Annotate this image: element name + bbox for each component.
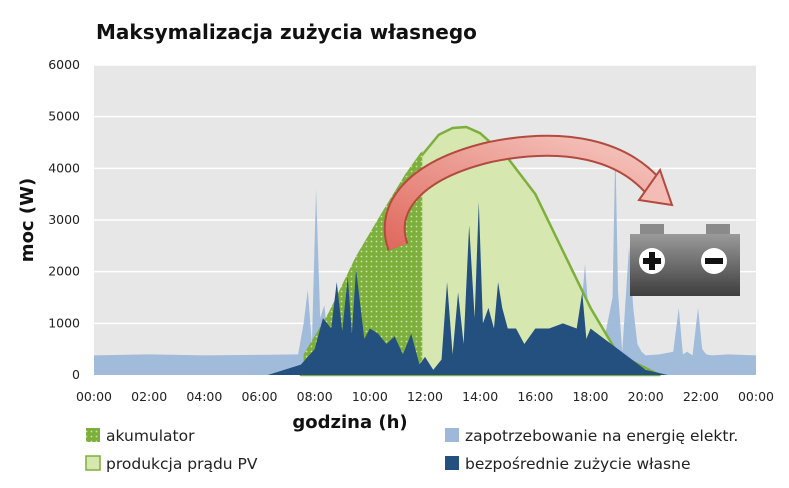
battery-icon [630, 224, 740, 296]
legend-swatch [85, 455, 101, 471]
legend-label: akumulator [106, 427, 195, 445]
y-axis-title: moc (W) [17, 178, 38, 262]
series-direct-self-consumption-area [267, 201, 668, 375]
x-tick-label: 20:00 [628, 389, 664, 404]
legend-label: zapotrzebowanie na energię elektr. [465, 427, 738, 445]
x-tick-label: 22:00 [683, 389, 719, 404]
y-axis-ticks: 0 1000 2000 3000 4000 5000 6000 [48, 57, 80, 382]
arrow-to-battery-icon [383, 134, 674, 251]
y-tick-label: 6000 [48, 57, 80, 72]
legend-swatch [445, 428, 459, 442]
x-tick-label: 06:00 [241, 389, 277, 404]
x-tick-label: 14:00 [462, 389, 498, 404]
y-tick-label: 2000 [48, 264, 80, 279]
y-tick-label: 3000 [48, 212, 80, 227]
x-tick-label: 16:00 [517, 389, 553, 404]
legend-label: bezpośrednie zużycie własne [465, 455, 690, 473]
x-tick-label: 02:00 [131, 389, 167, 404]
x-tick-label: 18:00 [572, 389, 608, 404]
y-tick-label: 5000 [48, 109, 80, 124]
x-axis-ticks: 00:00 02:00 04:00 06:00 08:00 10:00 12:00 14:00… [76, 389, 774, 404]
chart-title: Maksymalizacja zużycia własnego [96, 20, 477, 44]
legend: akumulator produkcja prądu PV zapotrzebowa… [85, 427, 738, 473]
legend-label: produkcja prądu PV [106, 455, 258, 473]
x-tick-label: 04:00 [186, 389, 222, 404]
x-axis-title: godzina (h) [292, 412, 407, 433]
x-tick-label: 08:00 [297, 389, 333, 404]
x-tick-label: 00:00 [76, 389, 112, 404]
y-tick-label: 4000 [48, 160, 80, 175]
x-tick-label: 10:00 [352, 389, 388, 404]
y-tick-label: 1000 [48, 315, 80, 330]
x-tick-label: 00:00 [738, 389, 774, 404]
legend-swatch [86, 428, 100, 442]
legend-swatch [445, 456, 459, 470]
x-tick-label: 12:00 [407, 389, 443, 404]
y-tick-label: 0 [72, 367, 80, 382]
